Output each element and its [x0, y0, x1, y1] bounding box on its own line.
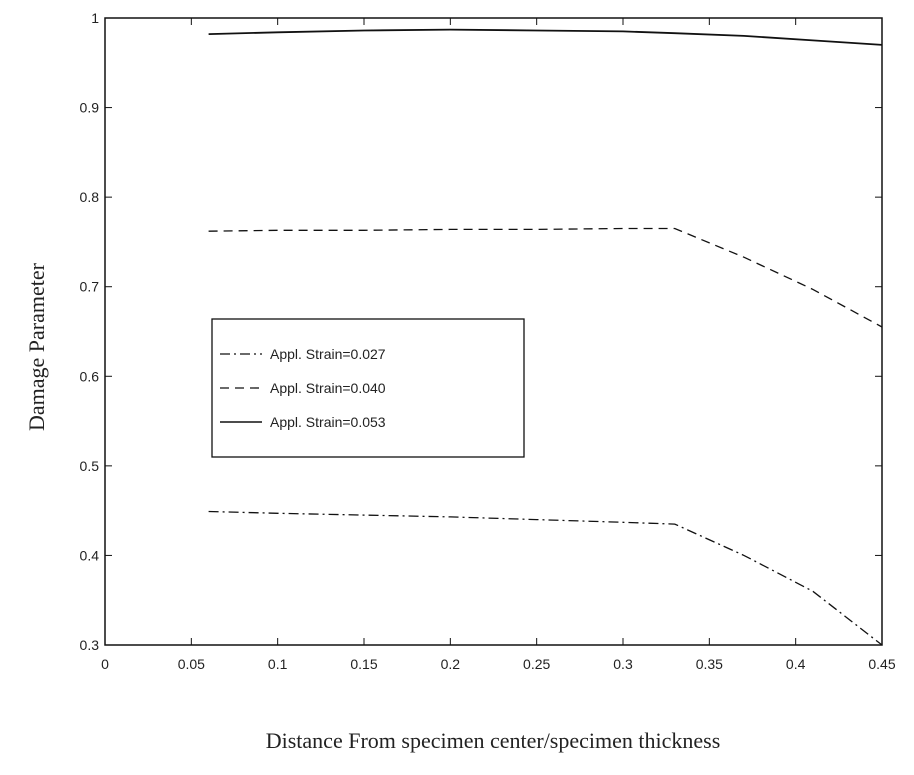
x-tick-label: 0.3: [613, 656, 633, 672]
x-axis-label: Distance From specimen center/specimen t…: [266, 728, 721, 753]
legend-label-0: Appl. Strain=0.027: [270, 346, 386, 362]
x-tick-label: 0.25: [523, 656, 550, 672]
y-tick-label: 1: [91, 10, 99, 26]
x-axis-ticks: 0 0.05 0.1 0.15 0.2 0.25 0.3 0.35 0.4 0.45: [101, 18, 896, 672]
legend-box: [211, 318, 525, 458]
x-tick-label: 0.1: [268, 656, 288, 672]
x-tick-label: 0.2: [441, 656, 461, 672]
series-group: [208, 28, 883, 646]
series-line-1: [208, 227, 883, 328]
plot-frame: [104, 17, 883, 646]
x-tick-label: 0.05: [178, 656, 205, 672]
y-tick-label: 0.6: [80, 368, 100, 384]
x-tick-label: 0.4: [786, 656, 806, 672]
y-axis-label: Damage Parameter: [24, 262, 49, 431]
series-line-2: [208, 28, 883, 46]
y-tick-label: 0.4: [80, 547, 100, 563]
x-tick-label: 0.35: [696, 656, 723, 672]
x-tick-label: 0.45: [868, 656, 895, 672]
y-tick-label: 0.3: [80, 637, 100, 653]
y-tick-label: 0.8: [80, 189, 100, 205]
y-tick-label: 0.7: [80, 279, 100, 295]
x-tick-label: 0.15: [350, 656, 377, 672]
legend-label-2: Appl. Strain=0.053: [270, 414, 386, 430]
y-tick-label: 0.5: [80, 458, 100, 474]
legend: Appl. Strain=0.027 Appl. Strain=0.040 Ap…: [211, 318, 525, 458]
series-line-0: [208, 510, 883, 646]
y-axis-ticks: 0.3 0.4 0.5 0.6 0.7 0.8 0.9 1: [80, 10, 882, 653]
x-tick-label: 0: [101, 656, 109, 672]
legend-label-1: Appl. Strain=0.040: [270, 380, 386, 396]
y-tick-label: 0.9: [80, 100, 100, 116]
